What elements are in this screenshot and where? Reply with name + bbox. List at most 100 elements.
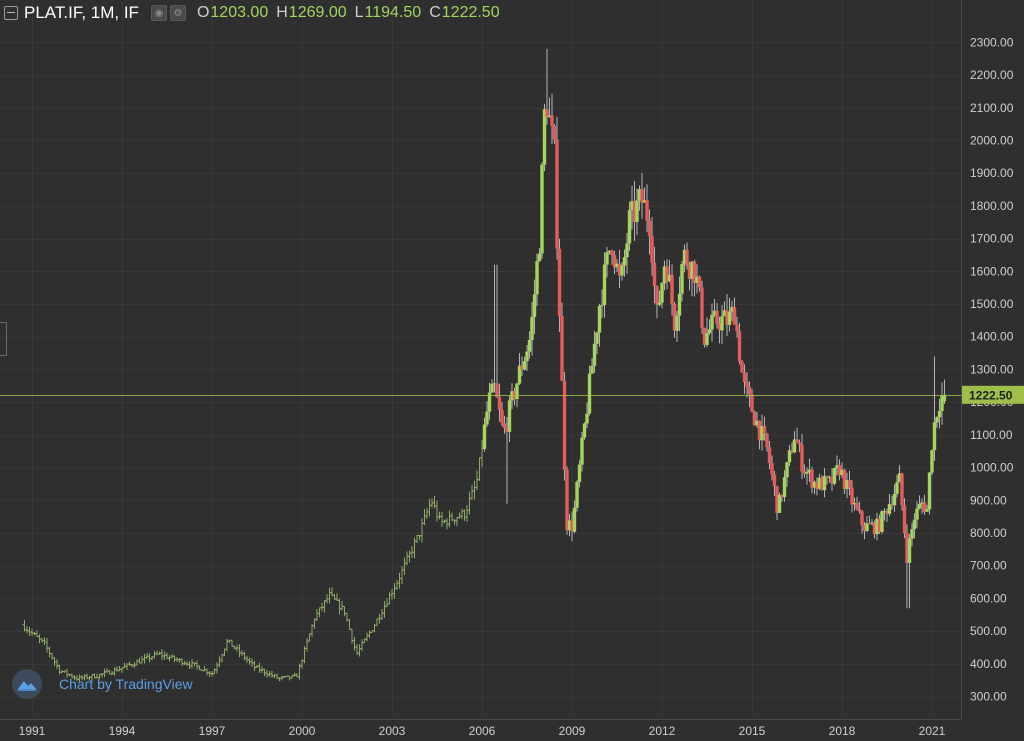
- candle-down: [902, 505, 907, 534]
- candle-down: [747, 386, 752, 395]
- candle-up: [482, 424, 487, 449]
- candle-up: [575, 482, 579, 508]
- candle-down: [900, 473, 904, 506]
- candle-up: [912, 519, 917, 530]
- candle-down: [860, 511, 864, 526]
- last-price-label: 1222.50: [969, 388, 1013, 402]
- candle-up: [787, 450, 792, 463]
- candle-up: [635, 200, 639, 222]
- candle-down: [850, 487, 854, 505]
- candle-up: [720, 316, 724, 331]
- x-tick-label: 2000: [289, 724, 316, 738]
- candle-up: [627, 210, 632, 244]
- candle-up: [605, 252, 609, 265]
- candle-up: [677, 293, 682, 316]
- candle-up: [660, 283, 664, 303]
- candle-down: [837, 465, 842, 476]
- candle-down: [670, 274, 674, 304]
- candle-up: [822, 476, 827, 491]
- x-tick-label: 1991: [19, 724, 46, 738]
- y-tick-label: 2000.00: [970, 133, 1014, 147]
- candle-down: [617, 263, 622, 276]
- candle-down: [692, 261, 697, 283]
- candle-up: [607, 250, 612, 253]
- candle-up: [925, 509, 929, 512]
- candle-up: [600, 304, 604, 306]
- candle-up: [622, 257, 627, 266]
- candle-down: [772, 474, 777, 487]
- y-tick-label: 900.00: [970, 493, 1007, 507]
- y-tick-label: 1000.00: [970, 461, 1014, 475]
- x-tick-label: 2006: [469, 724, 496, 738]
- candle-up: [730, 306, 734, 312]
- candle-up: [785, 462, 789, 478]
- candle-up: [682, 249, 687, 265]
- candle-up: [662, 266, 667, 284]
- candle-down: [872, 522, 877, 535]
- y-tick-label: 400.00: [970, 657, 1007, 671]
- symbol-label[interactable]: PLAT.IF, 1M, IF: [24, 3, 139, 22]
- collapse-legend-icon[interactable]: [4, 6, 18, 20]
- candle-up: [845, 479, 849, 490]
- candle-up: [580, 437, 584, 465]
- candle-up: [625, 243, 629, 258]
- candle-down: [767, 447, 772, 463]
- candle-up: [817, 477, 822, 489]
- candle-down: [820, 477, 824, 491]
- candle-up: [532, 294, 537, 317]
- candle-down: [802, 471, 807, 474]
- candle-down: [687, 265, 692, 279]
- candle-up: [542, 109, 547, 165]
- candle-up: [637, 189, 642, 201]
- candle-down: [867, 523, 872, 525]
- candle-down: [857, 508, 862, 512]
- candle-down: [885, 510, 889, 514]
- candle-up: [932, 422, 937, 451]
- candle-up: [880, 511, 884, 532]
- candle-down: [495, 383, 499, 398]
- candle-up: [722, 310, 727, 317]
- candle-up: [832, 468, 837, 484]
- y-tick-label: 300.00: [970, 690, 1007, 704]
- visibility-eye-icon[interactable]: ◉: [150, 5, 167, 21]
- candle-up: [490, 383, 494, 393]
- candle-up: [507, 400, 512, 432]
- watermark-text: Chart by TradingView: [59, 676, 193, 692]
- x-axis-labels: 1991 1994 1997 2000 2003 2006 2009 2012 2015 2018…: [19, 724, 946, 738]
- candle-up: [572, 507, 577, 532]
- candle-down: [922, 502, 927, 512]
- candle-down: [762, 426, 767, 434]
- candle-down: [752, 411, 757, 426]
- candle-up: [875, 518, 879, 535]
- y-tick-label: 600.00: [970, 591, 1007, 605]
- candle-down: [830, 476, 834, 484]
- candle-down: [795, 439, 799, 443]
- candle-up: [595, 332, 599, 344]
- settings-gear-icon[interactable]: ⚙: [169, 5, 186, 21]
- candle-up: [835, 465, 839, 469]
- candle-up: [910, 529, 914, 539]
- candle-down: [702, 328, 707, 345]
- candle-up: [487, 392, 492, 412]
- high-value: 1269.00: [288, 4, 347, 21]
- candle-up: [522, 361, 527, 370]
- candle-down: [610, 250, 614, 255]
- candle-down: [715, 310, 719, 324]
- candle-down: [697, 276, 702, 288]
- candle-down: [905, 533, 909, 563]
- tradingview-watermark[interactable]: Chart by TradingView: [12, 668, 193, 700]
- candle-up: [537, 253, 542, 262]
- candle-up: [602, 264, 607, 305]
- candle-up: [530, 316, 534, 340]
- candle-up: [755, 420, 759, 426]
- candle-up: [695, 276, 699, 283]
- candle-down: [847, 479, 852, 488]
- candle-down: [565, 469, 569, 531]
- close-value: 1222.50: [441, 4, 500, 21]
- candle-up: [592, 343, 597, 366]
- candle-down: [502, 423, 507, 429]
- side-panel-handle[interactable]: [0, 322, 7, 356]
- candle-up: [937, 410, 942, 418]
